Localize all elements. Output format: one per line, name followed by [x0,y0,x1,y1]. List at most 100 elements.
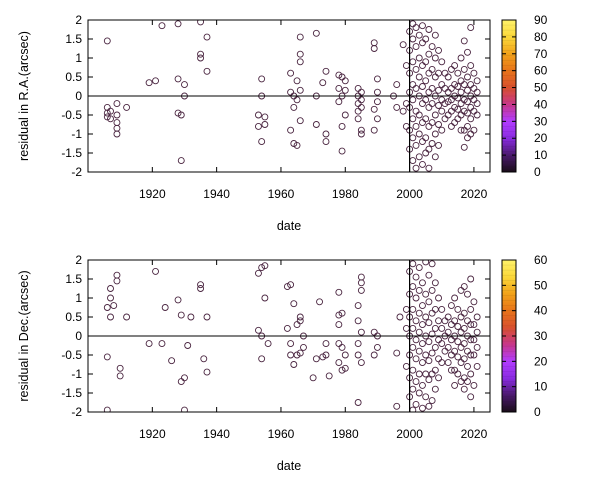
colorbar-tick-label: 0 [534,165,541,179]
data-point [255,111,262,119]
data-point [454,323,462,330]
data-point [470,84,478,92]
x-tick-label: 1940 [203,187,230,201]
data-point [438,107,446,115]
data-point [261,294,269,302]
data-point [255,269,262,277]
data-point [454,370,462,378]
data-point [454,115,462,123]
data-point [287,88,295,96]
data-point [357,96,365,104]
data-point [457,328,465,336]
data-point [447,351,455,359]
data-point [357,88,365,96]
data-point [113,100,121,108]
data-point [419,279,426,287]
data-point [335,84,343,92]
data-point [454,105,462,113]
data-point [457,88,465,96]
data-point [187,313,195,321]
data-point [412,273,420,281]
data-point [464,48,471,56]
data-point [415,347,423,355]
data-point [322,351,330,359]
data-point [113,271,121,279]
data-point [107,294,114,302]
data-point [444,343,452,351]
colorbar-tick-label: 40 [534,97,548,111]
data-point [431,279,439,287]
y-tick-label: 0.5 [65,70,82,84]
y-tick-label: 2 [75,13,82,27]
data-point [412,400,420,408]
data-point [409,58,417,66]
data-point [431,54,439,62]
data-point [428,65,436,73]
data-point [412,65,420,73]
data-point [431,111,439,119]
data-point [357,103,365,111]
data-point [116,372,124,380]
data-point [370,105,378,113]
data-point [335,359,343,367]
data-point [412,24,420,32]
data-point [447,302,455,310]
data-point [197,281,205,289]
data-point [415,309,423,317]
data-point [145,340,153,348]
data-point [203,368,211,376]
data-point [357,126,365,134]
data-point [296,50,304,58]
data-point [412,107,420,115]
data-point [454,338,462,346]
data-point [435,121,442,128]
x-tick-label: 1980 [332,187,359,201]
data-point [457,359,465,367]
y-tick-label: -2 [71,405,82,419]
data-point [431,343,439,351]
data-point [435,86,442,94]
data-point [415,264,423,272]
data-point [467,336,475,344]
data-point [113,119,121,127]
data-point [341,111,349,119]
data-point [428,349,436,357]
data-point [287,126,295,134]
data-point [454,94,462,102]
data-point [409,366,417,374]
data-point [409,134,417,142]
data-point [428,260,436,268]
data-point [370,328,378,336]
data-point [354,351,362,359]
data-point [473,343,481,351]
data-point [200,355,208,363]
data-point [197,50,205,58]
data-point [447,65,455,73]
data-point [177,111,185,119]
colorbar-tick-label: 20 [534,131,548,145]
data-point [174,75,182,83]
data-point [422,96,430,104]
data-point [428,330,436,338]
data-point [428,100,436,108]
data-point [287,69,295,77]
data-point [145,79,153,87]
data-point [161,304,169,311]
data-point [402,324,410,332]
data-point [341,351,349,359]
data-point [431,366,439,374]
data-point [103,353,111,361]
data-point [409,260,417,268]
data-point [419,340,426,348]
data-point [409,96,417,104]
data-point [107,313,114,321]
data-point [357,279,365,287]
data-point [460,324,468,332]
y-tick-label: 1 [75,291,82,305]
data-point [422,58,430,66]
data-point [470,351,478,359]
data-point [123,103,131,111]
data-point [113,130,121,138]
data-point [409,324,417,332]
